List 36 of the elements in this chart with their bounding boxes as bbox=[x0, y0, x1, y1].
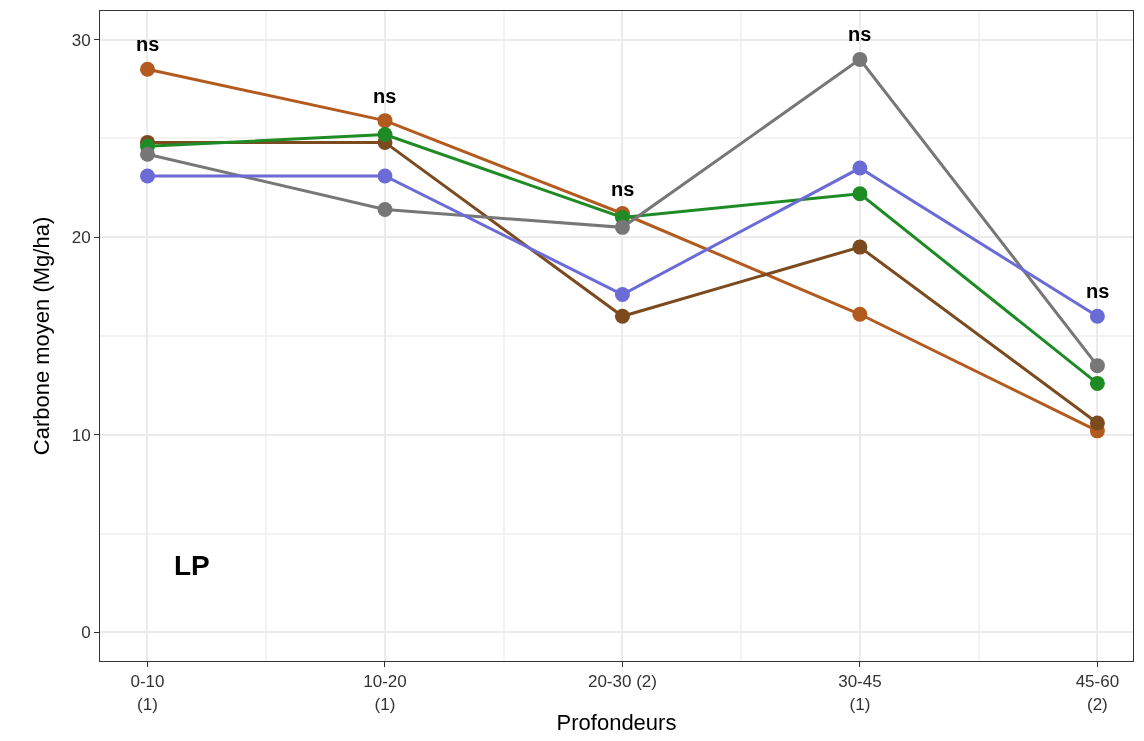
x-axis-title: Profondeurs bbox=[556, 710, 677, 736]
point bbox=[377, 113, 393, 129]
annotation: ns bbox=[611, 178, 635, 200]
x-tick-label: 0-10 (1) bbox=[130, 672, 165, 714]
x-tick-label: 30-45 (1) bbox=[838, 672, 882, 714]
point bbox=[1089, 308, 1105, 324]
annotation: ns bbox=[848, 23, 872, 45]
annotation: ns bbox=[373, 85, 397, 107]
point bbox=[377, 168, 393, 184]
point bbox=[140, 168, 155, 184]
point bbox=[1089, 415, 1105, 431]
point bbox=[1089, 375, 1105, 391]
y-tick-label: 0 bbox=[81, 623, 91, 643]
x-tick-label: 10-20 (1) bbox=[363, 672, 407, 714]
annotation: LP bbox=[174, 550, 210, 581]
y-tick-label: 30 bbox=[71, 30, 91, 50]
point bbox=[614, 287, 630, 302]
point bbox=[1089, 358, 1105, 374]
point bbox=[852, 186, 868, 202]
x-tick-label: 45-60 (2) bbox=[1075, 672, 1120, 714]
point bbox=[614, 219, 630, 235]
point bbox=[852, 239, 868, 255]
point bbox=[140, 61, 155, 77]
annotation: ns bbox=[1086, 280, 1110, 302]
y-tick-label: 10 bbox=[71, 425, 91, 445]
point bbox=[852, 160, 868, 176]
y-axis-title: Carbone moyen (Mg/ha) bbox=[29, 216, 55, 456]
point bbox=[852, 51, 868, 67]
point bbox=[377, 126, 393, 142]
x-tick-label: 20-30 (2) bbox=[587, 672, 657, 692]
point bbox=[614, 308, 630, 324]
point bbox=[140, 146, 155, 162]
point bbox=[852, 306, 868, 322]
point bbox=[377, 202, 393, 218]
annotation: ns bbox=[136, 33, 160, 55]
y-tick-label: 20 bbox=[71, 228, 91, 248]
